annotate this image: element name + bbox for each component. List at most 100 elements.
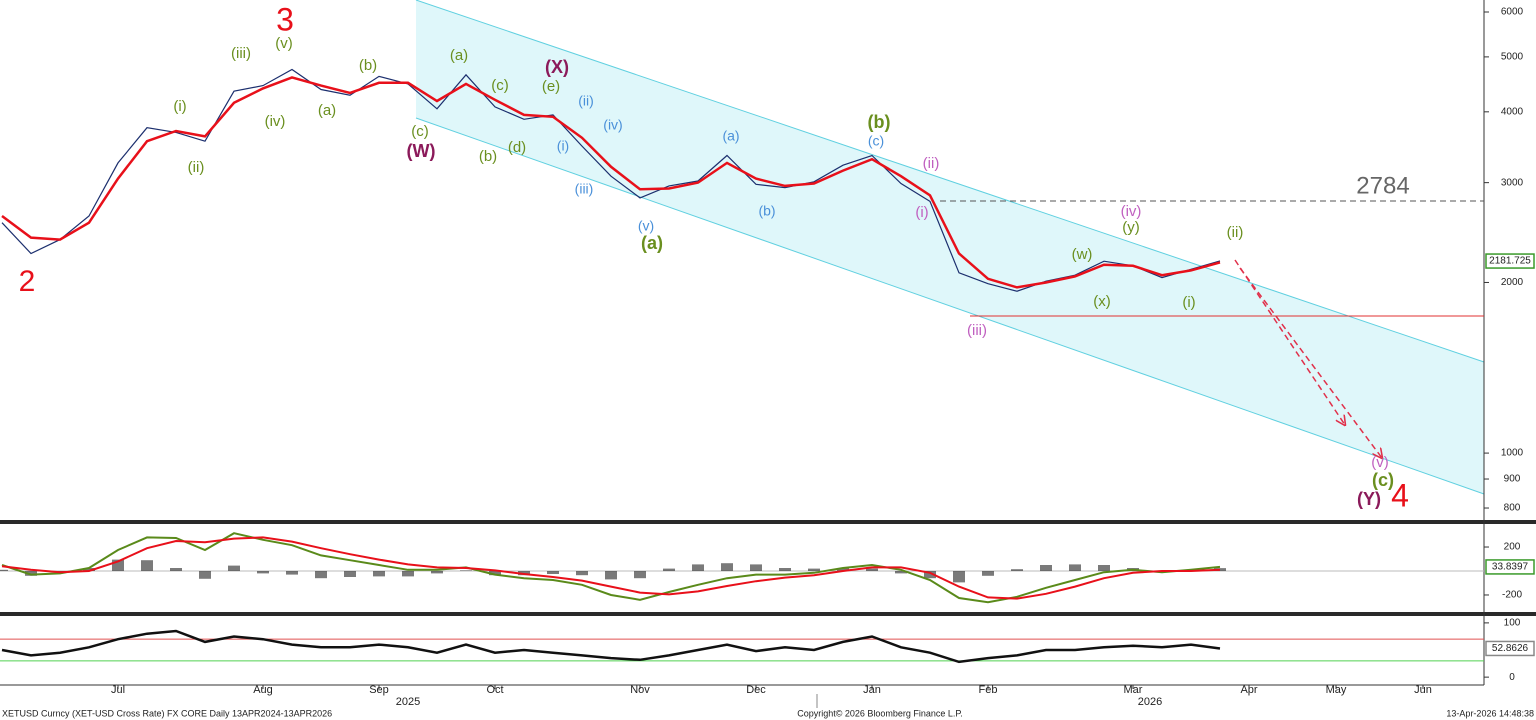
histogram-bar [924, 570, 936, 579]
wave-label: (a) [722, 128, 739, 144]
wave-label: (d) [508, 139, 526, 156]
y-tick-label: 2000 [1501, 277, 1524, 288]
x-tick-label: May [1326, 684, 1347, 696]
histogram-bar [982, 570, 994, 576]
histogram-bar [663, 568, 675, 571]
wave-label: (i) [915, 204, 928, 221]
last-value-box [1485, 640, 1535, 657]
series-line [1, 536, 1221, 600]
histogram-bar [199, 570, 211, 579]
histogram-bar [373, 570, 385, 577]
level-label: 2784 [1356, 172, 1409, 199]
histogram-bar [750, 564, 762, 571]
last-value-box [1485, 253, 1535, 269]
wave-label: (ii) [578, 93, 594, 109]
histogram-bar [170, 568, 182, 571]
y-tick-label: -200 [1502, 590, 1522, 601]
wave-label: (W) [407, 141, 436, 161]
y-tick-label: 6000 [1501, 7, 1524, 18]
histogram-bar [315, 570, 327, 579]
wave-label: (b) [479, 148, 497, 165]
histogram-bar [576, 570, 588, 576]
wave-label: (y) [1122, 219, 1140, 236]
histogram-bar [837, 568, 849, 571]
last-value-box [1485, 559, 1535, 575]
wave-label: (v) [1371, 454, 1389, 471]
histogram-bar [228, 565, 240, 571]
wave-label: (iii) [967, 322, 987, 339]
histogram-bar [0, 569, 8, 571]
last-value: 33.8397 [1492, 562, 1529, 573]
histogram-bar [721, 563, 733, 571]
x-tick-label: Apr [1240, 684, 1257, 696]
wave-label: (a) [450, 47, 468, 64]
wave-label: (c) [1372, 470, 1394, 490]
year-label: 2025 [396, 696, 420, 708]
histogram-bar [866, 568, 878, 571]
histogram-bar [112, 559, 124, 571]
footer-center: Copyright© 2026 Bloomberg Finance L.P. [797, 708, 963, 718]
x-tick-label: Aug [253, 684, 273, 696]
x-tick-label: Oct [486, 684, 503, 696]
wave-label: (X) [545, 57, 569, 77]
wave-label: (b) [758, 203, 775, 219]
panel-divider [0, 612, 1536, 616]
wave-label: (ii) [188, 159, 205, 176]
histogram-bar [1214, 568, 1226, 571]
wave-label: (iv) [265, 113, 286, 130]
wave-label: (e) [542, 78, 560, 95]
wave-label: (a) [641, 233, 663, 253]
histogram-bar [1098, 565, 1110, 571]
wave-label: (iv) [603, 117, 622, 133]
series-line [1, 629, 1221, 664]
histogram-bar [1040, 565, 1052, 571]
wave-label: (b) [868, 112, 891, 132]
footer-left: XETUSD Curncy (XET-USD Cross Rate) FX CO… [2, 708, 332, 718]
channel [416, 0, 1484, 494]
histogram-bar [460, 570, 472, 571]
wave-label: (i) [1182, 294, 1195, 311]
y-tick-label: 200 [1504, 542, 1521, 553]
wave-label: (Y) [1357, 489, 1381, 509]
histogram-bar [489, 570, 501, 576]
wave-label: (i) [557, 138, 569, 154]
y-tick-label: 3000 [1501, 177, 1524, 188]
x-tick-label: Jan [863, 684, 881, 696]
histogram-bar [344, 570, 356, 577]
wave-label: (v) [275, 35, 293, 52]
y-tick-label: 1000 [1501, 448, 1524, 459]
histogram-bar [692, 564, 704, 571]
histogram-bar [808, 568, 820, 571]
wave-label: (v) [638, 218, 654, 234]
histogram-bar [431, 570, 443, 574]
wave-label: (iii) [575, 181, 594, 197]
year-label: 2026 [1138, 696, 1162, 708]
wave-label: (w) [1072, 246, 1093, 263]
x-tick-label: Nov [630, 684, 650, 696]
x-tick-label: Mar [1124, 684, 1143, 696]
histogram-bar [257, 570, 269, 574]
wave-label: (iv) [1121, 203, 1142, 220]
histogram-bar [547, 570, 559, 574]
wave-label: (c) [491, 77, 509, 94]
x-tick-label: Sep [369, 684, 389, 696]
y-tick-label: 4000 [1501, 106, 1524, 117]
x-tick-label: Dec [746, 684, 766, 696]
last-value: 2181.725 [1489, 256, 1531, 267]
histogram-bar [83, 568, 95, 571]
histogram-bar [25, 570, 37, 576]
wave-label: (c) [868, 133, 884, 149]
channel-upper [415, 0, 1485, 363]
x-tick-label: Jul [111, 684, 125, 696]
wave-label: (ii) [1227, 224, 1244, 241]
series-line [1, 68, 1221, 292]
wave-label: 3 [276, 1, 294, 37]
wave-label: 2 [19, 265, 36, 298]
y-tick-label: 0 [1509, 672, 1515, 683]
wave-label: (iii) [231, 45, 251, 62]
wave-label: (b) [359, 57, 377, 74]
y-tick-label: 5000 [1501, 52, 1524, 63]
histogram-bar [286, 570, 298, 575]
wave-label: 4 [1391, 477, 1409, 513]
series-line [1, 532, 1221, 604]
